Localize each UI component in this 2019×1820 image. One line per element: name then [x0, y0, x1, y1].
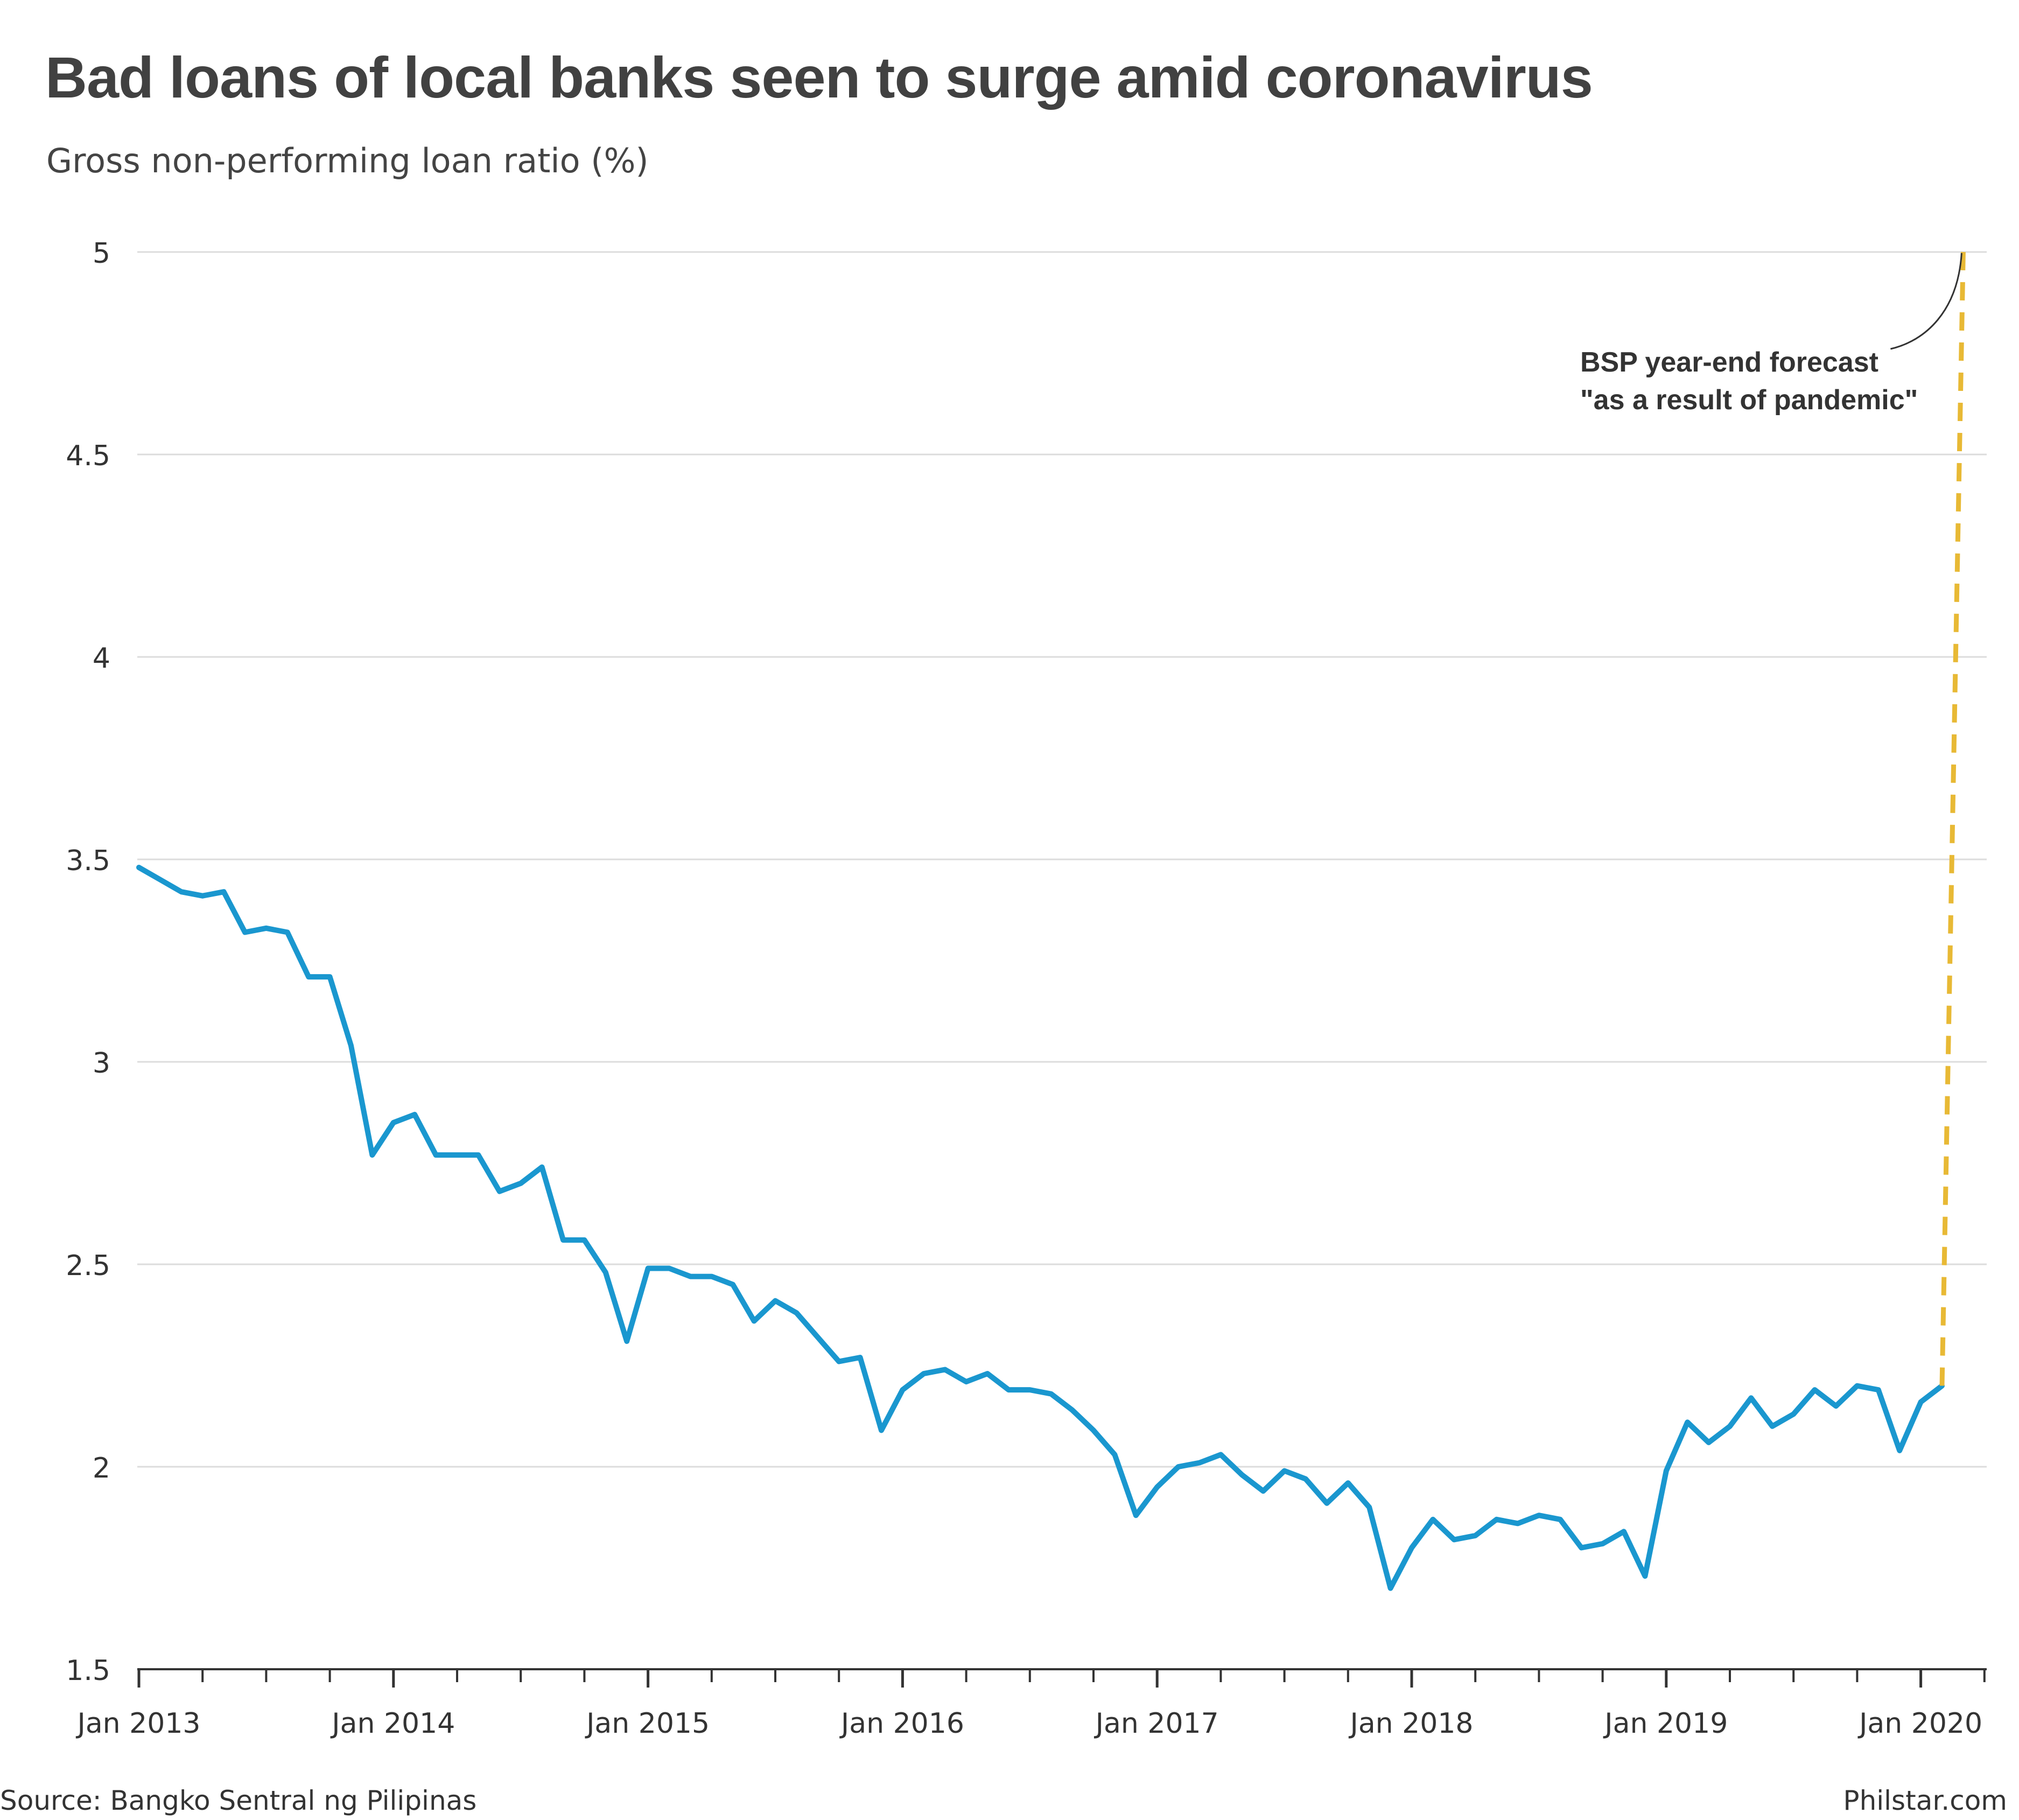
y-tick-label: 3	[93, 1047, 110, 1080]
x-tick-label: Jan 2014	[330, 1707, 455, 1740]
x-tick-label: Jan 2020	[1857, 1707, 1982, 1740]
y-tick-label: 3.5	[66, 845, 110, 877]
x-tick-label: Jan 2016	[839, 1707, 964, 1740]
chart-title: Bad loans of local banks seen to surge a…	[45, 45, 1593, 110]
x-axis: Jan 2013 Jan 2014 Jan 2015 Jan 2016 Jan 2017…	[75, 1668, 1987, 1740]
x-tick-label: Jan 2015	[585, 1707, 710, 1740]
y-tick-label: 1.5	[66, 1655, 110, 1687]
y-tick-label: 5	[93, 237, 110, 270]
forecast-dashed-line	[1939, 251, 1966, 1386]
x-tick-label: Jan 2017	[1094, 1707, 1219, 1740]
gridlines	[137, 251, 1987, 1468]
publisher-credit: Philstar.com	[1843, 1785, 2007, 1816]
y-tick-label: 2.5	[66, 1250, 110, 1282]
source-note: Source: Bangko Sentral ng Pilipinas	[0, 1785, 477, 1816]
series	[136, 251, 1966, 1591]
x-tick-label: Jan 2018	[1348, 1707, 1473, 1740]
annotation-text-line1: BSP year-end forecast	[1580, 347, 1878, 378]
npl-ratio-line	[136, 865, 1945, 1591]
annotation-leader-line	[1890, 253, 1962, 350]
x-tick-label: Jan 2019	[1603, 1707, 1728, 1740]
annotation-text-line2: "as a result of pandemic"	[1580, 384, 1918, 416]
y-tick-label: 2	[93, 1452, 110, 1485]
x-tick-label: Jan 2013	[75, 1707, 200, 1740]
chart-subtitle: Gross non-performing loan ratio (%)	[46, 141, 649, 180]
y-tick-label: 4.5	[66, 440, 110, 472]
y-tick-label: 4	[93, 642, 110, 675]
forecast-annotation: BSP year-end forecast "as a result of pa…	[1580, 253, 1962, 416]
y-axis: 1.5 2 2.5 3 3.5 4 4.5 5	[66, 237, 110, 1687]
